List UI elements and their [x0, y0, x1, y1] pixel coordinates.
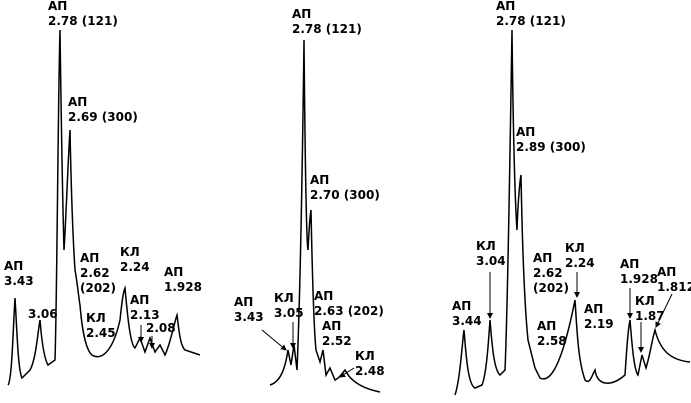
peak-label: 3.44	[452, 314, 482, 328]
peak-label: КЛ	[355, 349, 375, 363]
peak-label: 2.24	[120, 260, 150, 274]
peak-label: АП	[322, 319, 341, 333]
peak-label: КЛ	[120, 245, 140, 259]
peak-label: АП	[4, 259, 23, 273]
peak-label: АП	[68, 95, 87, 109]
peak-label: 2.13	[130, 308, 160, 322]
peak-label: КЛ	[635, 294, 655, 308]
peak-label: 2.48	[355, 364, 385, 378]
peak-label: 2.69 (300)	[68, 110, 138, 124]
peak-label: АП	[620, 257, 639, 271]
arrow	[339, 367, 355, 378]
peak-label: АП	[537, 319, 556, 333]
peak-label: 1.812	[657, 280, 691, 294]
peak-label: 2.78 (121)	[48, 14, 118, 28]
peak-label: 2.08	[146, 321, 176, 335]
peak-label: АП	[452, 299, 471, 313]
peak-label: АП	[533, 251, 552, 265]
peak-label: АП	[584, 302, 603, 316]
peak-label: 2.89 (300)	[516, 140, 586, 154]
peak-label: АП	[48, 0, 67, 13]
pattern-2	[269, 39, 381, 393]
peak-label: АП	[130, 293, 149, 307]
peak-label: 2.45	[86, 326, 116, 340]
peak-label: 3.04	[476, 254, 506, 268]
peak-label: АП	[310, 173, 329, 187]
peak-label: КЛ	[565, 241, 585, 255]
peak-label: 2.78 (121)	[496, 14, 566, 28]
peak-label: 2.19	[584, 317, 614, 331]
peak-label: 1.928	[164, 280, 202, 294]
peak-label: АП	[80, 251, 99, 265]
peak-label: 2.52	[322, 334, 352, 348]
peak-label: АП	[314, 289, 333, 303]
peak-label: АП	[292, 7, 311, 21]
peak-label: 2.78 (121)	[292, 22, 362, 36]
peak-label: 2.62	[533, 266, 563, 280]
peak-label: КЛ	[274, 291, 294, 305]
peak-label: АП	[164, 265, 183, 279]
peak-label: 2.58	[537, 334, 567, 348]
peak-label: 1.87	[635, 309, 665, 323]
peak-label: 3.06	[28, 307, 58, 321]
peak-label: 2.62	[80, 266, 110, 280]
peak-label: (202)	[80, 281, 116, 295]
peak-label: 2.70 (300)	[310, 188, 380, 202]
peak-label: КЛ	[476, 239, 496, 253]
pattern-3	[454, 29, 691, 396]
peak-label: АП	[234, 295, 253, 309]
peak-label: 1.928	[620, 272, 658, 286]
peak-label: 3.05	[274, 306, 304, 320]
arrow	[261, 329, 287, 351]
arrow	[655, 293, 673, 328]
peak-label: АП	[516, 125, 535, 139]
peak-label: АП	[657, 265, 676, 279]
pattern-1	[7, 29, 201, 386]
peak-label: 3.43	[4, 274, 34, 288]
peak-label: 3.43	[234, 310, 264, 324]
peak-label: 2.24	[565, 256, 595, 270]
peak-label: АП	[496, 0, 515, 13]
peak-label: (202)	[533, 281, 569, 295]
peak-label: КЛ	[86, 311, 106, 325]
peak-label: 2.63 (202)	[314, 304, 384, 318]
